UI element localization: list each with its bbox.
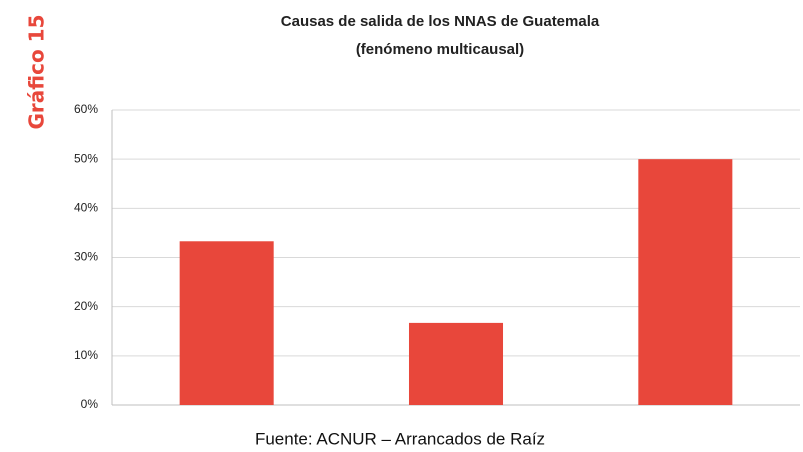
bar <box>179 241 274 405</box>
figure-label: Gráfico 15 <box>25 15 49 130</box>
y-tick-label: 50% <box>74 151 98 165</box>
y-tick-label: 20% <box>74 299 98 313</box>
y-tick-label: 40% <box>74 201 98 215</box>
source-note: Fuente: ACNUR – Arrancados de Raíz <box>255 429 545 448</box>
bar <box>638 159 733 405</box>
y-tick-label: 0% <box>81 397 99 411</box>
y-tick-label: 30% <box>74 250 98 264</box>
y-tick-label: 60% <box>74 102 98 116</box>
chart-title: Causas de salida de los NNAS de Guatemal… <box>281 13 600 30</box>
y-tick-label: 10% <box>74 348 98 362</box>
chart-subtitle: (fenómeno multicausal) <box>356 41 524 58</box>
bar <box>408 322 504 405</box>
